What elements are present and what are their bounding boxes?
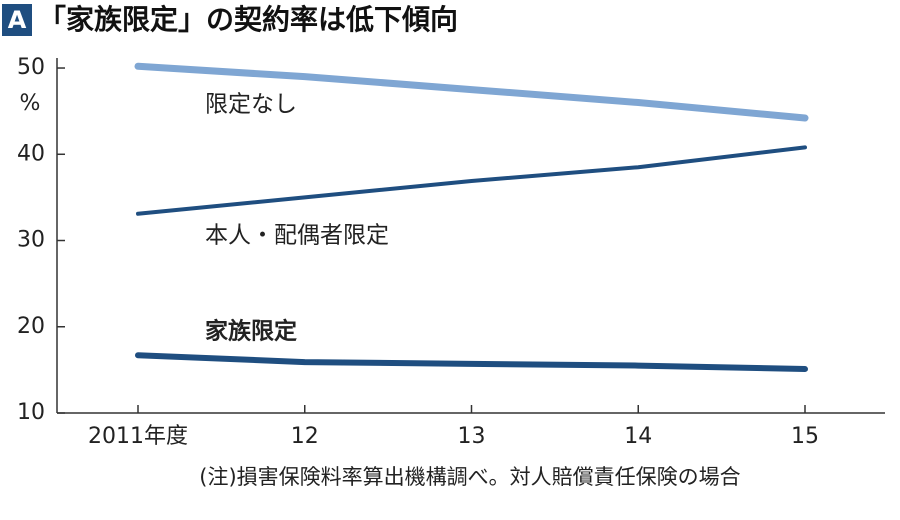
x-tick-label: 15: [791, 424, 819, 449]
x-tick-label: 13: [458, 424, 486, 449]
series-label: 本人・配偶者限定: [205, 223, 389, 249]
x-tick-label: 12: [291, 424, 319, 449]
x-tick-label: 14: [624, 424, 652, 449]
y-tick-label: 50: [17, 55, 45, 80]
chart-title: 「家族限定」の契約率は低下傾向: [38, 3, 458, 36]
note: (注)損害保険料率算出機構調べ。対人賠償責任保険の場合: [199, 465, 740, 489]
x-tick-label: 2011年度: [88, 424, 188, 449]
series-label: 限定なし: [205, 92, 297, 118]
badge-box: [2, 4, 32, 36]
y-tick-label: 40: [17, 141, 45, 166]
series-line: [136, 145, 807, 216]
y-unit: %: [20, 91, 41, 116]
series-label: 家族限定: [205, 318, 297, 345]
series-line: [135, 352, 808, 373]
y-tick-label: 20: [17, 314, 45, 339]
series-line: [134, 62, 809, 122]
y-tick-label: 30: [17, 228, 45, 253]
badge: A: [8, 6, 27, 34]
y-tick-label: 10: [17, 400, 45, 425]
